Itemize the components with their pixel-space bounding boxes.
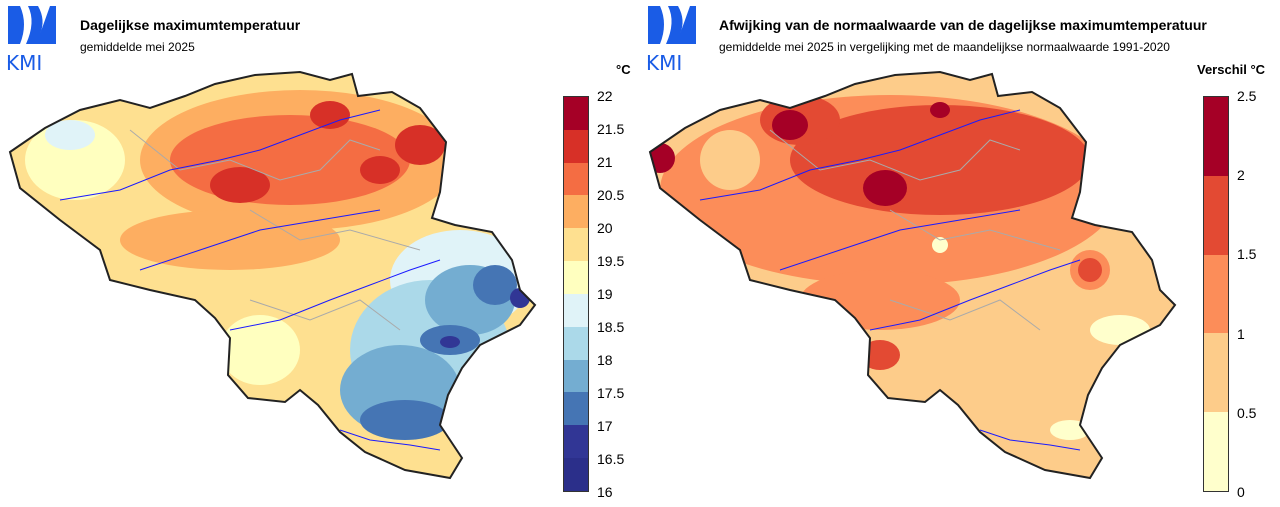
legend-tick-label: 17 [597,418,613,434]
kmi-logo: KMI [6,6,56,74]
legend-tick-label: 0.5 [1237,404,1257,421]
legend-swatch [564,392,588,426]
legend-tick-label: 16 [597,484,613,500]
legend-swatch [1204,254,1228,334]
kmi-logo-text: KMI [6,51,42,74]
kmi-logo-text: KMI [646,51,682,74]
legend-swatch [564,293,588,327]
legend-swatch [1204,97,1228,176]
legend-swatch [1204,333,1228,413]
legend-swatch [564,458,588,491]
legend-unit: Verschil °C [1197,62,1266,77]
legend-swatch [564,326,588,360]
legend-swatch [564,425,588,459]
legend-tick-label: 0 [1237,484,1245,500]
legend-tick-label: 17.5 [597,385,625,401]
legend-tick-label: 16.5 [597,451,625,467]
legend-tick-label: 19.5 [597,253,625,269]
legend-tick-label: 18 [597,352,613,368]
legend-tick-label: 20.5 [597,187,625,203]
legend-swatch [564,228,588,262]
temperature-legend [563,96,589,492]
legend-swatch [564,195,588,229]
map-subtitle: gemiddelde mei 2025 in vergelijking met … [719,40,1170,54]
legend-unit: °C [616,62,631,77]
legend-tick-label: 20 [597,220,613,236]
map-title: Dagelijkse maximumtemperatuur [80,17,301,33]
right-map-panel: KMI Afwijking van de normaalwaarde van d… [640,0,1280,507]
legend-tick-label: 19 [597,286,613,302]
legend-tick-label: 2.5 [1237,88,1257,104]
legend-swatch [564,359,588,393]
temperature-map-belgium [9,71,536,479]
legend-tick-label: 21 [597,154,613,170]
legend-tick-label: 21.5 [597,121,625,137]
legend-swatch [1204,412,1228,491]
temperature-anomaly-map-belgium [649,71,1176,479]
legend-tick-label: 18.5 [597,319,625,335]
legend-tick-label: 2 [1237,167,1245,184]
legend-tick-label: 1 [1237,325,1245,342]
legend-swatch [564,97,588,130]
legend-swatch [564,261,588,294]
legend-swatch [564,129,588,163]
legend-swatch [1204,175,1228,255]
legend-swatch [564,162,588,196]
legend-tick-label: 1.5 [1237,246,1257,263]
kmi-logo: KMI [646,6,696,74]
left-map-panel: KMI Dagelijkse maximumtemperatuur gemidd… [6,6,631,500]
map-title: Afwijking van de normaalwaarde van de da… [719,17,1207,33]
anomaly-legend [1203,96,1229,492]
legend-tick-label: 22 [597,88,613,104]
map-subtitle: gemiddelde mei 2025 [80,40,195,54]
